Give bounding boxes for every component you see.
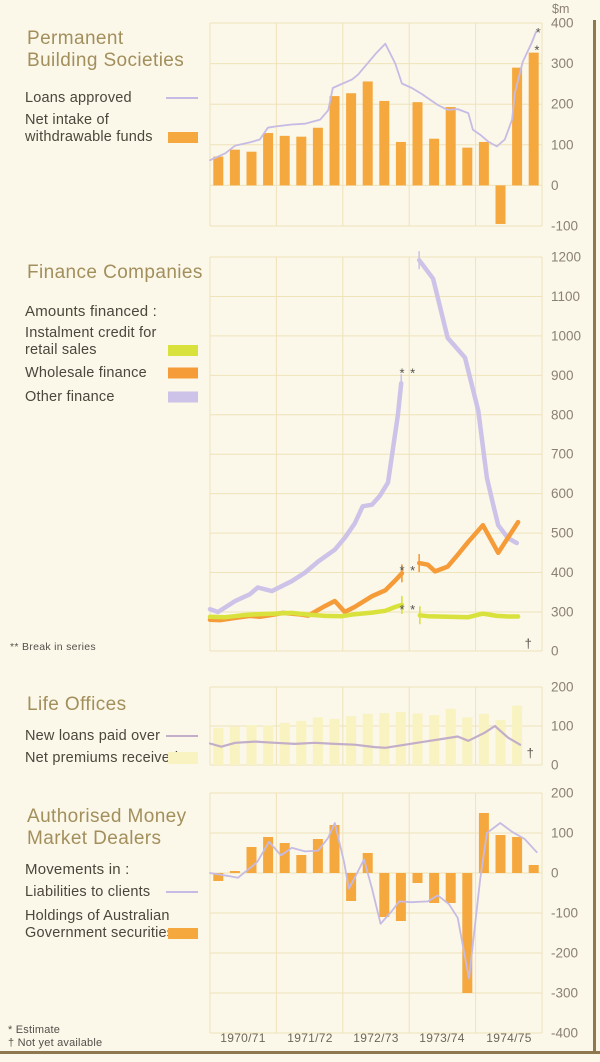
legend-label: Other finance (25, 389, 115, 405)
instalment-credit-bar-swatch-icon (168, 345, 198, 356)
legend-item-holdings-govt-securities: Holdings of Australian Government securi… (25, 908, 198, 941)
holdings-bar-swatch-icon (168, 928, 198, 939)
svg-text:* *: * * (400, 563, 417, 578)
footnote-estimate: * Estimate (8, 1024, 61, 1036)
legend-label: Government securities (25, 924, 175, 941)
bottom-border-rule (0, 1051, 600, 1054)
svg-text:†: † (527, 745, 535, 760)
legend-item-new-loans-paid-over: New loans paid over (25, 728, 198, 745)
svg-text:300: 300 (551, 56, 574, 71)
svg-text:* *: * * (400, 366, 417, 381)
panel-title-permanent-building-societies: Permanent Building Societies (27, 28, 184, 72)
legend-label: retail sales (25, 341, 97, 358)
svg-text:100: 100 (551, 719, 574, 734)
other-finance-bar-swatch-icon (168, 391, 198, 403)
panel-title-line: Finance Companies (27, 262, 203, 283)
panel-title-finance-companies: Finance Companies (27, 262, 203, 284)
x-axis-label-1972-73: 1972/73 (353, 1031, 399, 1045)
legend-item-liabilities-to-clients: Liabilities to clients (25, 884, 198, 901)
svg-text:900: 900 (551, 368, 574, 383)
svg-text:*: * (536, 25, 542, 40)
legend-intro-movements-in: Movements in : (25, 861, 130, 878)
panel-title-line: Market Dealers (27, 828, 162, 849)
legend-item-loans-approved: Loans approved (25, 90, 198, 107)
svg-text:700: 700 (551, 447, 574, 462)
right-border-rule (593, 20, 596, 1052)
x-axis-label-1971-72: 1971/72 (287, 1031, 333, 1045)
legend-label: Wholesale finance (25, 365, 147, 381)
panel-title-line: Permanent (27, 28, 124, 49)
svg-text:500: 500 (551, 526, 574, 541)
legend-label: Loans approved (25, 90, 132, 106)
panel-title-life-offices: Life Offices (27, 694, 127, 716)
panel-title-line: Life Offices (27, 694, 127, 715)
svg-text:*: * (534, 42, 540, 57)
panel-title-authorised-money-market-dealers: Authorised Money Market Dealers (27, 806, 187, 850)
svg-text:100: 100 (551, 137, 574, 152)
x-axis-label-1973-74: 1973/74 (419, 1031, 465, 1045)
loans-approved-line-swatch-icon (166, 97, 198, 100)
svg-text:-400: -400 (551, 1026, 578, 1041)
svg-text:-200: -200 (551, 946, 578, 961)
panel-title-line: Authorised Money (27, 806, 187, 827)
legend-label: Instalment credit for (25, 325, 157, 341)
legend-item-wholesale-finance: Wholesale finance (25, 365, 198, 382)
legend-label: New loans paid over (25, 728, 161, 744)
legend-item-instalment-credit: Instalment credit for retail sales (25, 325, 198, 358)
svg-text:200: 200 (551, 680, 574, 695)
legend-intro-amounts-financed: Amounts financed : (25, 303, 158, 320)
svg-text:* *: * * (400, 602, 417, 617)
svg-text:1200: 1200 (551, 250, 581, 265)
footnote-break-in-series: ** Break in series (10, 641, 96, 653)
legend-item-net-intake: Net intake of withdrawable funds (25, 112, 198, 145)
new-loans-line-swatch-icon (166, 735, 198, 738)
svg-text:-100: -100 (551, 219, 578, 234)
wholesale-finance-bar-swatch-icon (168, 367, 198, 379)
svg-text:-300: -300 (551, 986, 578, 1001)
legend-label: Net premiums received (25, 750, 179, 766)
svg-text:0: 0 (551, 644, 559, 659)
svg-text:0: 0 (551, 758, 559, 773)
svg-text:100: 100 (551, 826, 574, 841)
svg-text:-100: -100 (551, 906, 578, 921)
svg-text:400: 400 (551, 565, 574, 580)
legend-label: Holdings of Australian (25, 908, 170, 924)
svg-text:200: 200 (551, 786, 574, 801)
net-intake-bar-swatch-icon (168, 132, 198, 143)
legend-label: Liabilities to clients (25, 884, 151, 900)
x-axis-label-1970-71: 1970/71 (220, 1031, 266, 1045)
svg-text:300: 300 (551, 605, 574, 620)
legend-item-net-premiums-received: Net premiums received (25, 750, 198, 767)
svg-text:400: 400 (551, 16, 574, 31)
svg-text:1000: 1000 (551, 328, 581, 343)
footnote-not-yet-available: † Not yet available (8, 1037, 103, 1049)
svg-text:†: † (525, 636, 533, 651)
svg-text:600: 600 (551, 486, 574, 501)
legend-label: withdrawable funds (25, 128, 153, 145)
svg-text:1100: 1100 (551, 289, 580, 304)
y-axis-unit-label: $m (552, 2, 570, 16)
x-axis-label-1974-75: 1974/75 (486, 1031, 532, 1045)
svg-text:800: 800 (551, 407, 574, 422)
net-premiums-bar-swatch-icon (168, 752, 198, 765)
svg-text:0: 0 (551, 866, 559, 881)
legend-label: Net intake of (25, 112, 110, 128)
liabilities-line-swatch-icon (166, 891, 198, 894)
legend-item-other-finance: Other finance (25, 389, 198, 406)
svg-text:200: 200 (551, 97, 574, 112)
panel-title-line: Building Societies (27, 50, 185, 71)
svg-text:0: 0 (551, 178, 559, 193)
